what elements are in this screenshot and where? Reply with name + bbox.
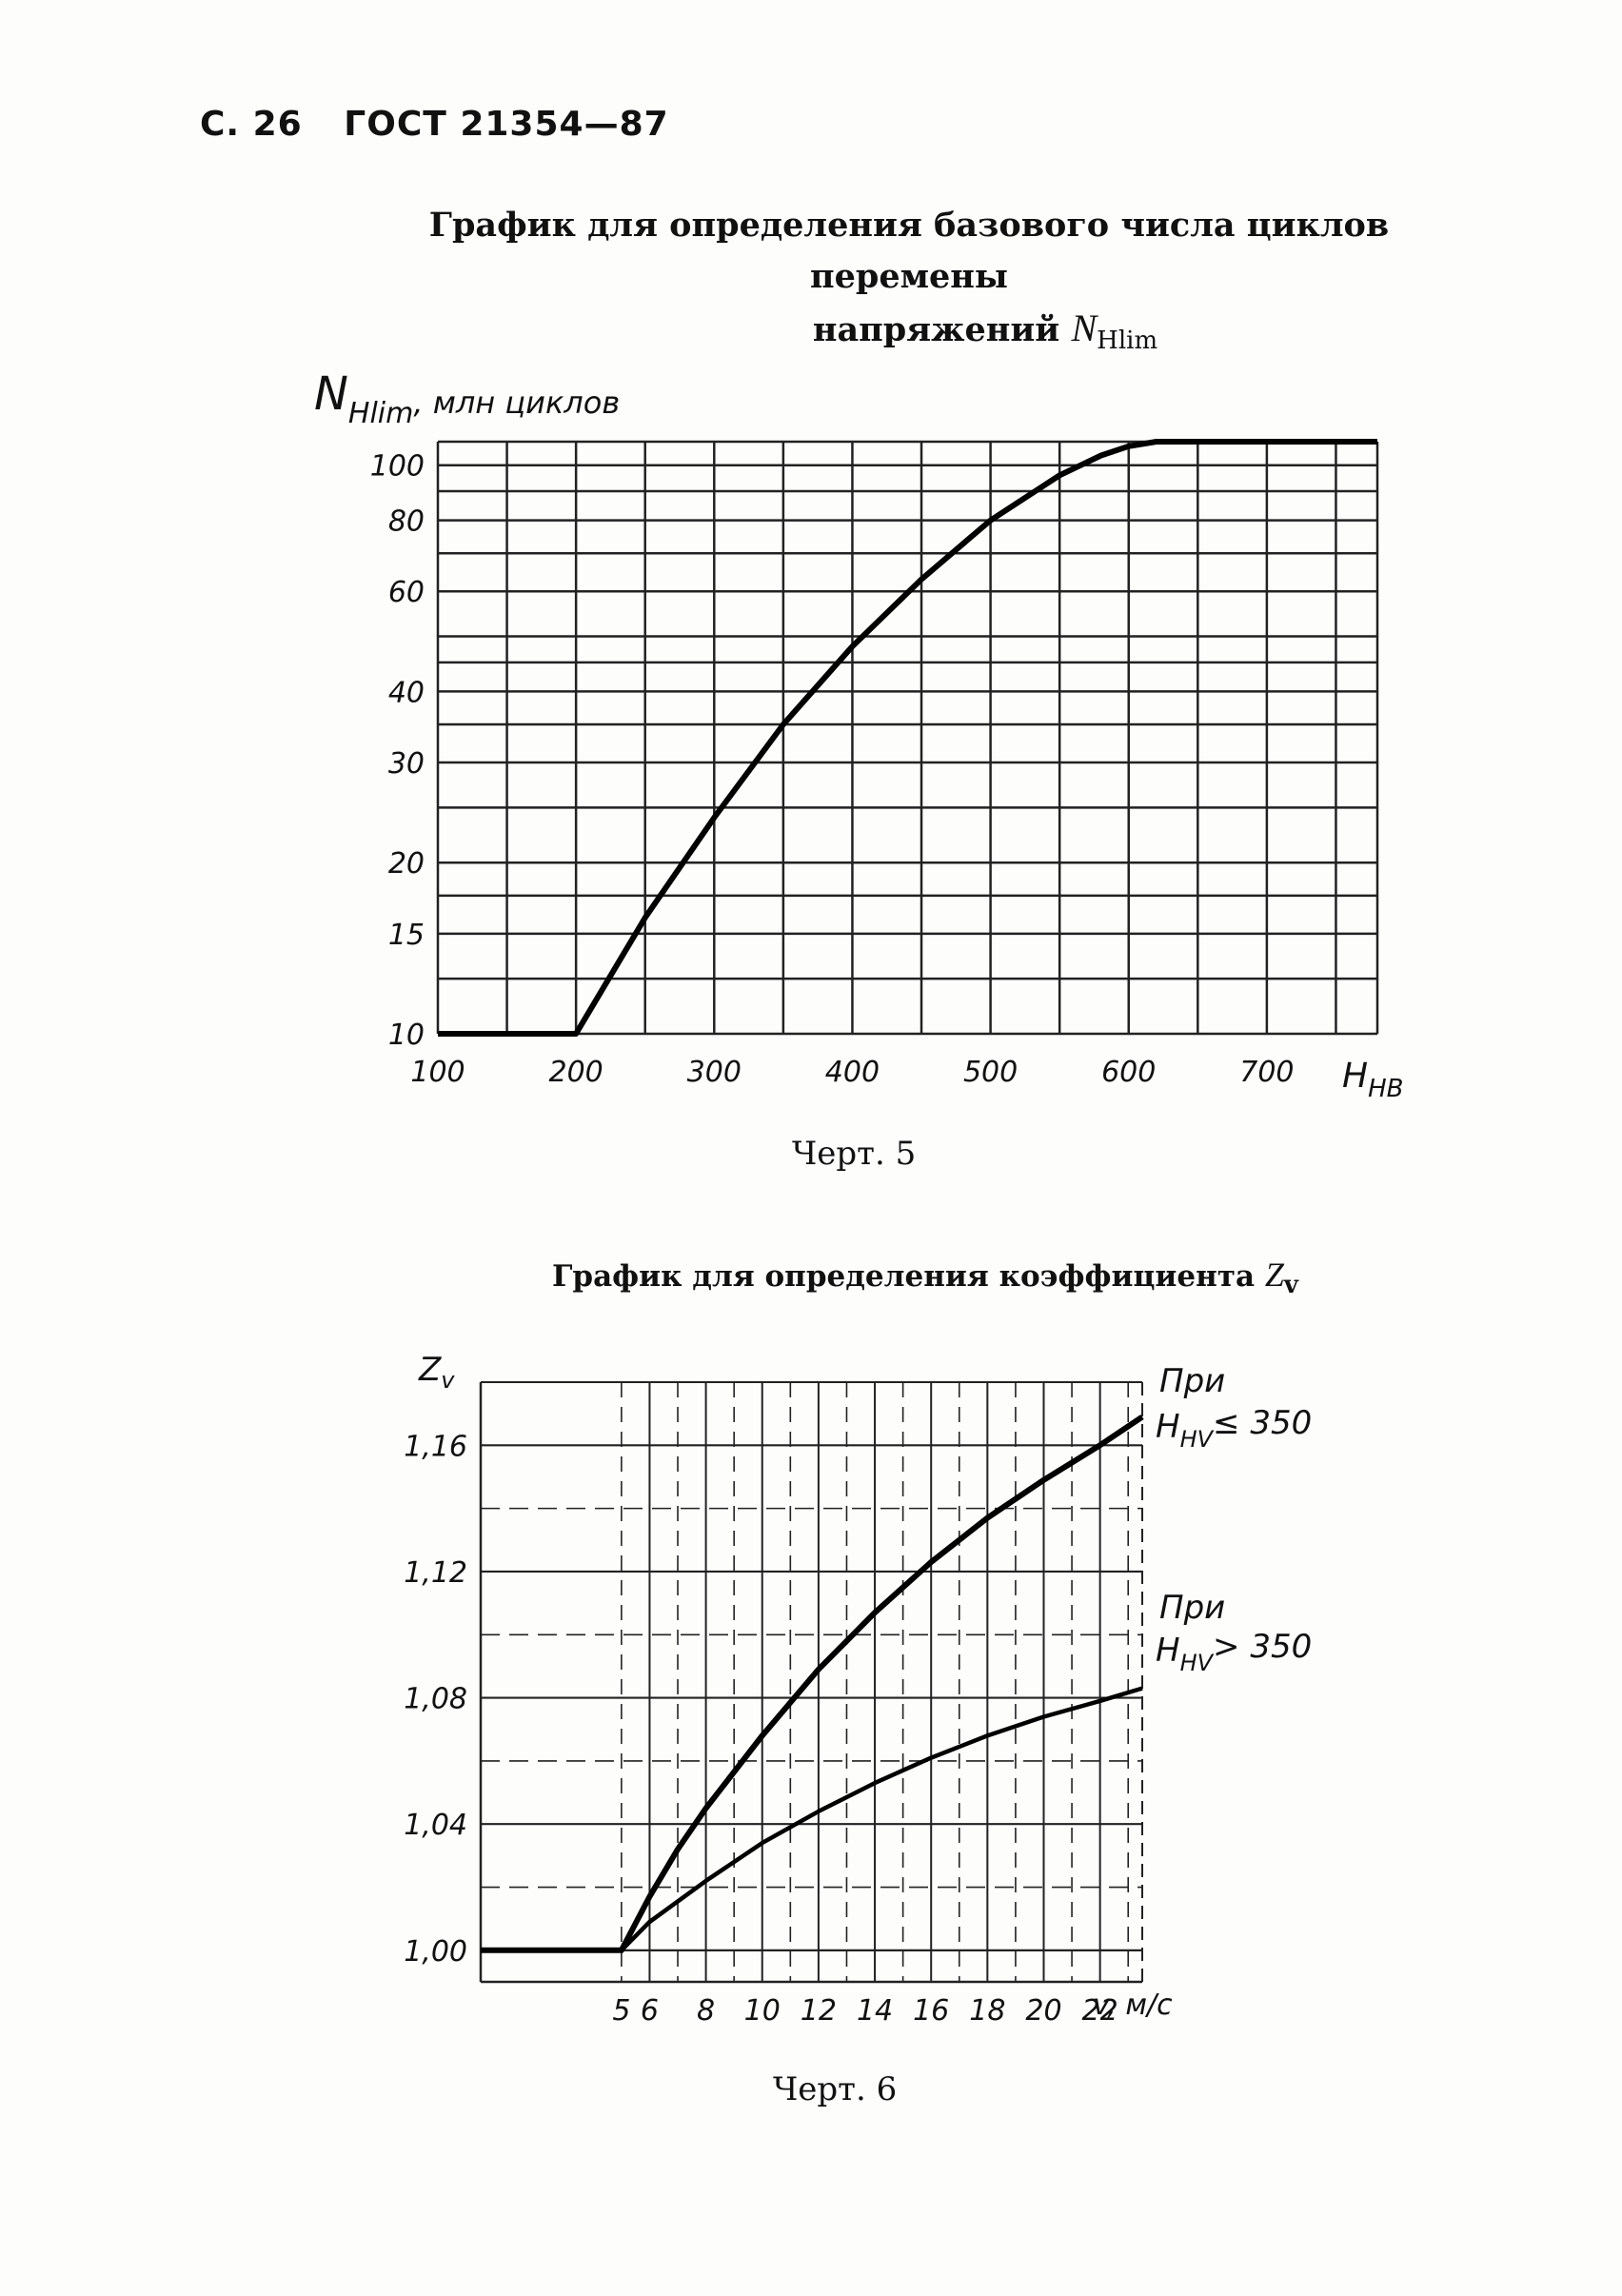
chart1-ylabel: NHlim, млн циклов [314, 367, 620, 430]
chart1-curve [438, 439, 1377, 1037]
chart2-ytick-1,08: 1,08 [404, 1683, 467, 1716]
chart2-title-symbol: Z [1264, 1256, 1284, 1294]
chart2-xtick-10: 10 [744, 1994, 781, 2028]
series-label-hv-le-350: При HHV≤ 350 [1156, 1362, 1312, 1453]
chart1-xtick-600: 600 [1101, 1056, 1156, 1089]
chart1-title-line2: напряжений NHlim [812, 307, 1158, 355]
chart2-xlabel: v, м/с [1093, 1989, 1173, 2022]
svg-text:HHV> 350: HHV> 350 [1156, 1628, 1312, 1676]
series-label-hv-gt-350: При HHV> 350 [1156, 1589, 1312, 1676]
chart1-xtick-100: 100 [410, 1056, 465, 1089]
chart2-ytick-1,12: 1,12 [404, 1556, 467, 1590]
chart1-xlabel: HHB [1342, 1057, 1403, 1103]
chart2-xtick-16: 16 [913, 1994, 949, 2028]
chart1-title: График для определения базового числа ци… [362, 200, 1456, 366]
chart1-xtick-400: 400 [825, 1056, 880, 1089]
chart1-ytick-40: 40 [388, 676, 425, 709]
chart2-title-subscript: v [1283, 1271, 1298, 1300]
chart2-curve-hv-le-350 [481, 1415, 1144, 1953]
chart1-ytick-30: 30 [388, 747, 425, 781]
chart2-xtick-5: 5 [612, 1994, 630, 2028]
page-header: С. 26 ГОСТ 21354—87 [200, 105, 698, 144]
chart2-xtick-12: 12 [801, 1994, 837, 2028]
chart1-hardness-cycles: 100 200 300 400 500 600 700 10 15 20 30 40 60 80 100 N… [314, 367, 1403, 1103]
chart2-title: График для определения коэффициента Zv [552, 1256, 1298, 1300]
chart2-ytick-1,16: 1,16 [404, 1430, 467, 1463]
chart1-tick-labels: 100 200 300 400 500 600 700 10 15 20 30 40 60 80 100 [370, 450, 1295, 1089]
chart1-xtick-700: 700 [1239, 1056, 1294, 1089]
chart1-ytick-100: 100 [370, 450, 425, 484]
chart1-ytick-60: 60 [388, 576, 425, 609]
chart1-caption: Черт. 5 [792, 1135, 917, 1173]
chart2-ylabel: Zv [418, 1351, 455, 1394]
chart1-title-line1: График для определения базового числа ци… [428, 206, 1390, 296]
chart1-grid [436, 440, 1379, 1036]
chart2-xtick-18: 18 [969, 1994, 1005, 2028]
standard-number: ГОСТ 21354—87 [344, 105, 669, 144]
chart1-ytick-15: 15 [388, 919, 425, 952]
chart2-xtick-20: 20 [1025, 1994, 1061, 2028]
chart2-xtick-6: 6 [641, 1994, 659, 2028]
chart1-ytick-80: 80 [388, 505, 425, 539]
chart2-xtick-8: 8 [697, 1994, 715, 2028]
chart1-series [438, 439, 1377, 1037]
chart2-series [481, 1415, 1144, 1953]
chart2-xtick-22: 22 [1082, 1994, 1118, 2028]
chart2-caption: Черт. 6 [773, 2070, 898, 2108]
chart1-xtick-300: 300 [687, 1056, 742, 1089]
chart1-title-subscript: Hlim [1097, 327, 1158, 355]
chart2-ytick-1,04: 1,04 [404, 1809, 467, 1842]
svg-text:При: При [1159, 1362, 1225, 1400]
svg-text:При: При [1159, 1589, 1225, 1627]
svg-text:HHV≤ 350: HHV≤ 350 [1156, 1404, 1312, 1453]
chart2-grid [479, 1381, 1143, 1984]
chart1-ytick-10: 10 [388, 1019, 425, 1052]
chart2-xtick-14: 14 [857, 1994, 893, 2028]
chart2-curve-hv-gt-350 [481, 1686, 1143, 1953]
chart1-xtick-500: 500 [963, 1056, 1018, 1089]
chart2-ytick-1,00: 1,00 [404, 1935, 467, 1969]
chart2-tick-labels: 5 6 8 10 12 14 16 18 20 22 1,00 1,04 1,08 1,12 1,16 [404, 1430, 1118, 2028]
chart1-title-symbol: N [1071, 307, 1098, 349]
chart1-xtick-200: 200 [549, 1056, 603, 1089]
page-number: С. 26 [200, 105, 303, 144]
chart1-ytick-20: 20 [388, 847, 425, 881]
